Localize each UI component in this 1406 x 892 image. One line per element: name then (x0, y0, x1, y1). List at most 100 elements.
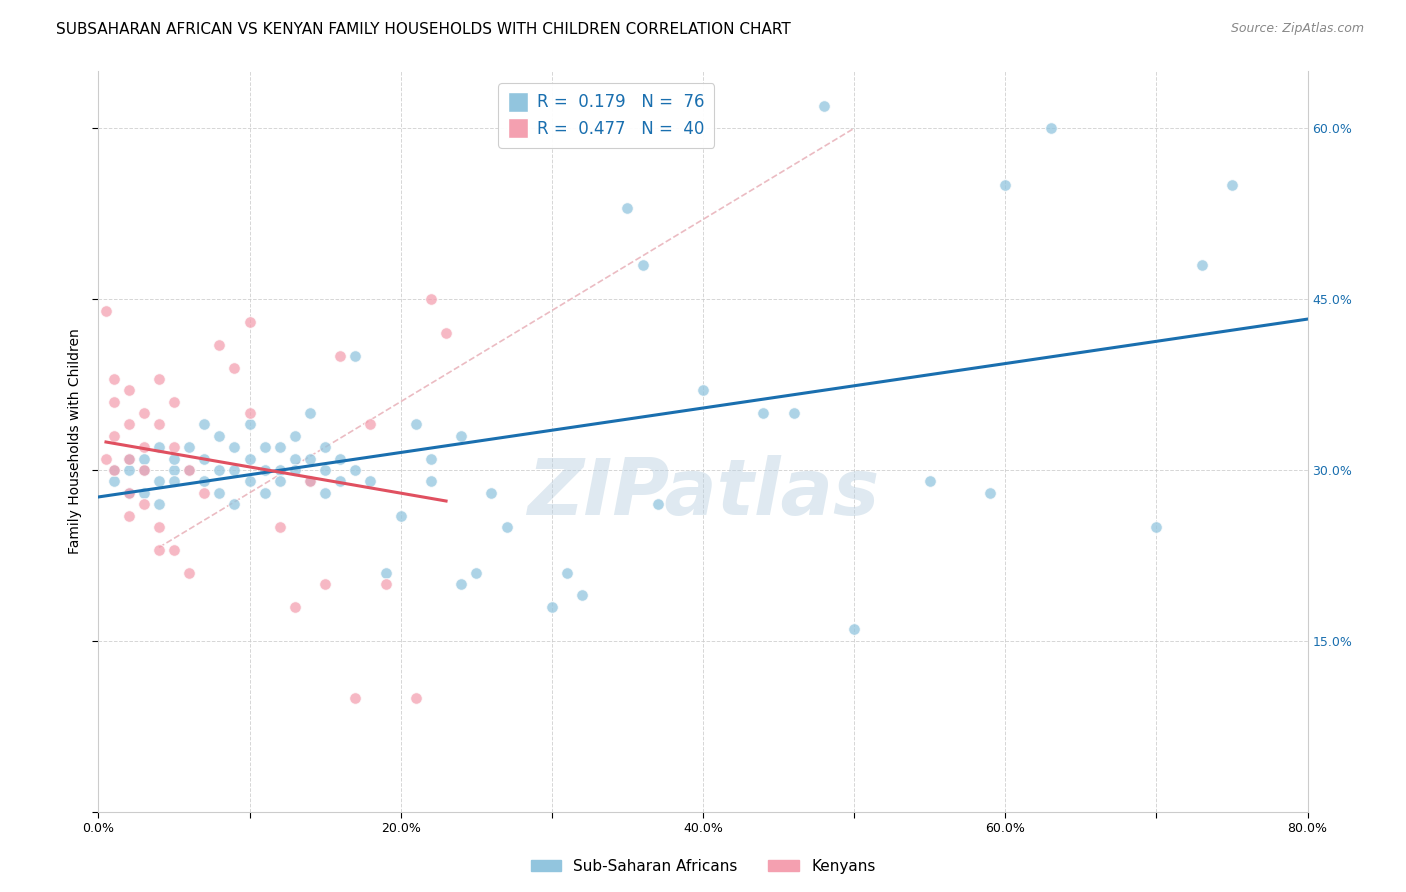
Point (193, 417, 215, 432)
Point (253, 485, 276, 500)
Point (420, 475, 443, 489)
Point (540, 599, 562, 614)
Point (692, 384, 714, 398)
Point (224, 497, 246, 511)
Point (132, 406, 155, 420)
Point (360, 417, 382, 432)
Point (465, 566, 488, 580)
Point (132, 497, 155, 511)
Point (103, 372, 125, 386)
Point (253, 440, 276, 454)
Point (163, 394, 186, 409)
Point (994, 178, 1017, 193)
Point (224, 360, 246, 375)
Point (148, 542, 170, 557)
Text: ZIPatlas: ZIPatlas (527, 455, 879, 532)
Point (224, 440, 246, 454)
Point (314, 463, 336, 477)
Point (163, 440, 186, 454)
Point (752, 406, 775, 420)
Point (163, 475, 186, 489)
Point (918, 475, 941, 489)
Legend: R =  0.179   N =  76, R =  0.477   N =  40: R = 0.179 N = 76, R = 0.477 N = 40 (498, 83, 714, 148)
Point (132, 463, 155, 477)
Point (148, 520, 170, 534)
Point (405, 690, 427, 705)
Point (555, 566, 578, 580)
Point (1144, 520, 1167, 534)
Point (631, 258, 654, 272)
Point (179, 566, 201, 580)
Text: SUBSAHARAN AFRICAN VS KENYAN FAMILY HOUSEHOLDS WITH CHILDREN CORRELATION CHART: SUBSAHARAN AFRICAN VS KENYAN FAMILY HOUS… (56, 22, 792, 37)
Point (481, 485, 503, 500)
Point (118, 508, 141, 523)
Point (148, 417, 170, 432)
Point (179, 463, 201, 477)
Point (344, 690, 367, 705)
Point (360, 475, 382, 489)
Point (299, 406, 322, 420)
Point (269, 463, 291, 477)
Point (1191, 258, 1213, 272)
Point (420, 451, 443, 466)
Point (374, 577, 396, 591)
Point (420, 292, 443, 306)
Point (239, 451, 262, 466)
Point (783, 406, 806, 420)
Point (269, 440, 291, 454)
Point (329, 349, 352, 363)
Point (329, 451, 352, 466)
Point (118, 417, 141, 432)
Point (148, 440, 170, 454)
Point (208, 463, 231, 477)
Point (314, 440, 336, 454)
Point (979, 485, 1001, 500)
Point (239, 315, 262, 329)
Point (314, 577, 336, 591)
Point (299, 475, 322, 489)
Point (269, 520, 291, 534)
Point (299, 475, 322, 489)
Point (132, 485, 155, 500)
Point (389, 508, 412, 523)
Point (284, 451, 307, 466)
Point (284, 463, 307, 477)
Point (284, 599, 307, 614)
Point (299, 451, 322, 466)
Point (571, 588, 593, 602)
Point (208, 429, 231, 443)
Point (844, 623, 866, 637)
Point (239, 417, 262, 432)
Point (132, 451, 155, 466)
Point (118, 485, 141, 500)
Point (118, 451, 141, 466)
Point (118, 485, 141, 500)
Point (132, 463, 155, 477)
Point (434, 326, 457, 341)
Point (94, 303, 117, 318)
Point (284, 429, 307, 443)
Point (314, 485, 336, 500)
Point (450, 429, 472, 443)
Point (94, 451, 117, 466)
Point (344, 349, 367, 363)
Point (344, 463, 367, 477)
Point (224, 463, 246, 477)
Point (647, 497, 669, 511)
Point (163, 451, 186, 466)
Point (239, 475, 262, 489)
Point (118, 384, 141, 398)
Point (405, 417, 427, 432)
Point (495, 520, 517, 534)
Point (208, 337, 231, 351)
Point (103, 394, 125, 409)
Point (148, 372, 170, 386)
Point (193, 451, 215, 466)
Point (1220, 178, 1243, 193)
Point (374, 566, 396, 580)
Point (163, 542, 186, 557)
Point (179, 463, 201, 477)
Point (208, 485, 231, 500)
Point (148, 497, 170, 511)
Point (813, 98, 835, 112)
